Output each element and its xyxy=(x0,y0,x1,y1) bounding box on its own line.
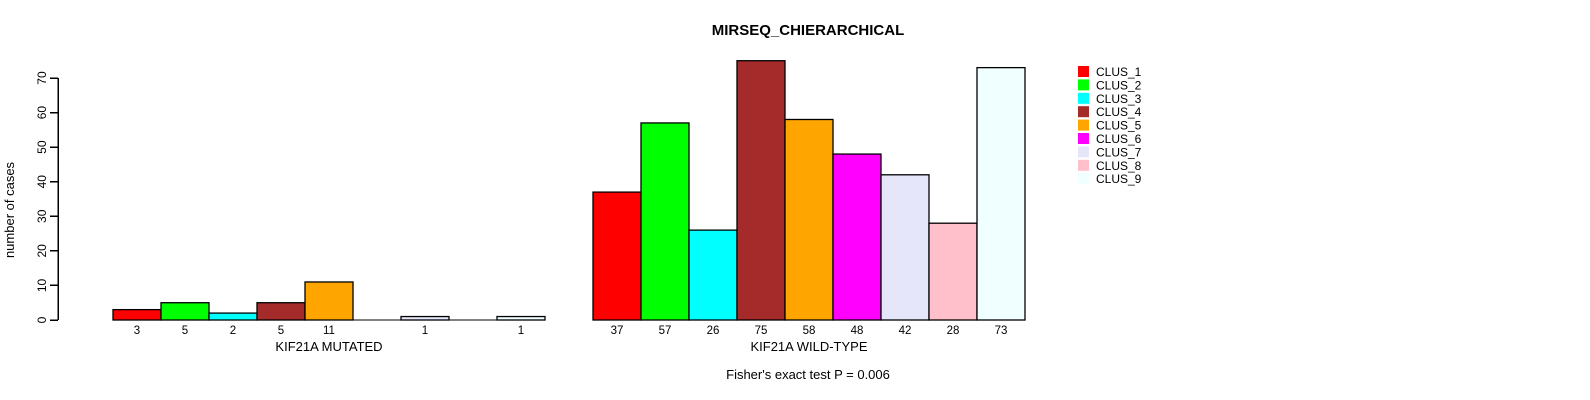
x-axis-label-mutated: KIF21A MUTATED xyxy=(275,339,382,354)
bars-layer: 3 5 2 5 11 1 1 37 57 26 75 58 48 42 28 73 xyxy=(112,60,1026,337)
legend-swatch-CLUS_4 xyxy=(1078,106,1089,118)
legend-label-CLUS_8: CLUS_8 xyxy=(1096,159,1142,173)
legend-swatch-CLUS_8 xyxy=(1078,159,1089,171)
legend: CLUS_1CLUS_2CLUS_3CLUS_4CLUS_5CLUS_6CLUS… xyxy=(1078,65,1142,186)
legend-label-CLUS_5: CLUS_5 xyxy=(1096,119,1142,133)
bar-value-label: 57 xyxy=(659,325,672,337)
y-tick-label: 0 xyxy=(35,316,49,323)
legend-swatch-CLUS_5 xyxy=(1078,119,1089,131)
legend-label-CLUS_7: CLUS_7 xyxy=(1096,145,1142,159)
bar-value-label: 11 xyxy=(323,325,335,337)
bar-CLUS_3 xyxy=(688,229,738,321)
bar-CLUS_1 xyxy=(112,308,162,321)
bar-CLUS_4 xyxy=(256,302,306,321)
bar-value-label: 37 xyxy=(611,325,624,337)
x-axis-label-wildtype: KIF21A WILD-TYPE xyxy=(750,339,867,354)
bar-CLUS_1 xyxy=(592,191,642,321)
bar-value-label: 73 xyxy=(995,325,1008,337)
bar-value-label: 1 xyxy=(422,325,428,337)
bar-CLUS_7 xyxy=(400,315,450,321)
bar-CLUS_3 xyxy=(208,312,258,321)
bar-value-label: 28 xyxy=(947,325,960,337)
bar-value-label: 2 xyxy=(230,325,236,337)
bar-value-label: 1 xyxy=(518,325,524,337)
legend-swatch-CLUS_2 xyxy=(1078,79,1089,91)
y-tick-label: 10 xyxy=(35,278,49,292)
bar-value-label: 5 xyxy=(182,325,188,337)
bar-value-label: 5 xyxy=(278,325,284,337)
bar-value-label: 3 xyxy=(134,325,140,337)
y-axis-title: number of cases xyxy=(2,161,17,258)
bar-value-label: 42 xyxy=(899,325,912,337)
legend-label-CLUS_1: CLUS_1 xyxy=(1096,65,1142,79)
bar-value-label: 58 xyxy=(803,325,816,337)
bar-value-label: 75 xyxy=(755,325,768,337)
bar-CLUS_2 xyxy=(160,302,210,321)
y-tick-label: 50 xyxy=(35,140,49,154)
bar-CLUS_5 xyxy=(784,118,834,321)
legend-label-CLUS_2: CLUS_2 xyxy=(1096,78,1142,92)
legend-label-CLUS_9: CLUS_9 xyxy=(1096,172,1142,186)
fisher-test-annotation: Fisher's exact test P = 0.006 xyxy=(726,367,890,382)
bar-CLUS_8 xyxy=(928,222,978,321)
y-tick-label: 70 xyxy=(35,71,49,85)
legend-swatch-CLUS_3 xyxy=(1078,92,1089,104)
legend-swatch-CLUS_1 xyxy=(1078,66,1089,77)
bar-CLUS_9 xyxy=(496,315,546,321)
bar-CLUS_6 xyxy=(832,153,882,321)
y-tick-label: 20 xyxy=(35,244,49,258)
y-tick-label: 60 xyxy=(35,106,49,120)
chart-title: MIRSEQ_CHIERARCHICAL xyxy=(712,22,905,39)
bar-CLUS_4 xyxy=(736,60,786,321)
legend-label-CLUS_6: CLUS_6 xyxy=(1096,132,1142,146)
legend-label-CLUS_3: CLUS_3 xyxy=(1096,92,1142,106)
y-tick-label: 40 xyxy=(35,175,49,189)
bar-CLUS_2 xyxy=(640,122,690,321)
legend-swatch-CLUS_7 xyxy=(1078,146,1089,158)
bar-CLUS_7 xyxy=(880,174,930,321)
bar-CLUS_5 xyxy=(304,281,354,321)
bar-CLUS_9 xyxy=(976,66,1026,321)
y-tick-label: 30 xyxy=(35,209,49,223)
y-axis: 0 10 20 30 40 50 60 70 xyxy=(35,71,59,323)
legend-label-CLUS_4: CLUS_4 xyxy=(1096,105,1142,119)
legend-swatch-CLUS_9 xyxy=(1078,173,1089,185)
legend-swatch-CLUS_6 xyxy=(1078,133,1089,144)
bar-value-label: 26 xyxy=(707,325,720,337)
bar-value-label: 48 xyxy=(851,325,864,337)
